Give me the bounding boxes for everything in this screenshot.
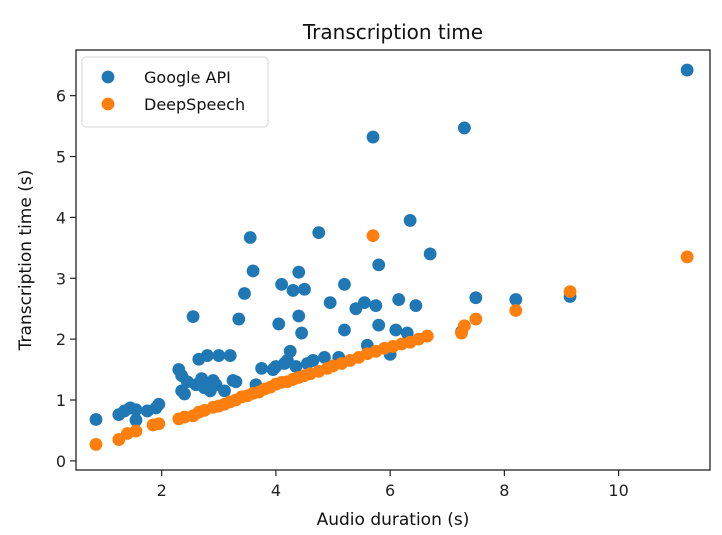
y-tick-label: 2 — [56, 330, 66, 349]
google-api-point — [306, 354, 320, 367]
google-api-point — [129, 413, 143, 427]
legend-box — [81, 56, 269, 128]
legend: Google API DeepSpeech — [81, 56, 269, 128]
deepspeech-point — [469, 312, 483, 326]
deepspeech-point — [129, 424, 143, 438]
google-api-point — [423, 247, 437, 261]
google-api-point — [372, 318, 386, 332]
google-api-point — [312, 226, 326, 240]
google-api-point — [275, 277, 289, 291]
google-api-point — [89, 413, 103, 426]
deepspeech-point — [563, 285, 577, 299]
google-api-point — [238, 287, 251, 300]
google-api-point — [469, 291, 483, 305]
x-tick-label: 8 — [499, 481, 509, 500]
legend-marker-deepspeech — [101, 97, 115, 111]
google-api-point — [358, 296, 371, 310]
x-axis-label: Audio duration (s) — [317, 510, 470, 530]
google-api-point — [243, 231, 257, 244]
google-api-point — [372, 258, 386, 272]
google-api-point — [292, 309, 306, 323]
deepspeech-point — [366, 229, 380, 243]
google-api-point — [178, 387, 191, 401]
google-api-point — [223, 349, 237, 362]
google-api-point — [229, 375, 243, 389]
google-api-point — [286, 284, 300, 297]
y-tick-label: 1 — [56, 391, 66, 410]
y-tick-label: 0 — [56, 452, 66, 471]
google-api-point — [186, 310, 200, 324]
deepspeech-point — [420, 329, 434, 343]
google-api-point — [403, 214, 417, 227]
series-deepspeech — [89, 229, 694, 451]
google-api-point — [318, 350, 331, 364]
legend-marker-google-api — [101, 70, 115, 84]
x-axis-ticks: 2 4 6 8 10 — [157, 470, 629, 500]
deepspeech-point — [457, 319, 471, 333]
google-api-point — [246, 264, 260, 278]
google-api-point — [232, 312, 246, 326]
google-api-point — [218, 384, 231, 398]
deepspeech-point — [89, 438, 103, 451]
chart-title: Transcription time — [302, 20, 483, 44]
x-tick-label: 2 — [157, 481, 167, 500]
plot-frame — [75, 49, 711, 471]
y-axis-ticks: 0 1 2 3 4 5 6 — [56, 87, 76, 471]
google-api-point — [292, 265, 306, 279]
google-api-point — [409, 299, 423, 313]
y-tick-label: 3 — [56, 269, 66, 288]
y-axis-label: Transcription time (s) — [16, 170, 36, 352]
google-api-point — [212, 349, 226, 362]
y-tick-label: 6 — [56, 87, 66, 106]
y-tick-label: 5 — [56, 148, 66, 167]
google-api-point — [338, 277, 351, 291]
google-api-point — [338, 323, 351, 337]
x-tick-label: 6 — [385, 481, 395, 500]
google-api-point — [509, 293, 523, 306]
google-api-point — [129, 403, 143, 417]
google-api-point — [392, 293, 406, 306]
deepspeech-point — [509, 304, 523, 317]
legend-label-deepspeech: DeepSpeech — [144, 95, 245, 114]
google-api-point — [457, 121, 471, 135]
google-api-point — [200, 349, 214, 362]
google-api-point — [283, 344, 297, 358]
google-api-point — [152, 397, 166, 411]
google-api-point — [295, 326, 309, 340]
google-api-point — [298, 282, 311, 296]
legend-label-google-api: Google API — [144, 68, 231, 87]
google-api-point — [389, 323, 403, 337]
google-api-point — [680, 63, 694, 77]
y-tick-label: 4 — [56, 208, 66, 227]
series-layer — [89, 63, 694, 451]
google-api-point — [369, 299, 383, 313]
google-api-point — [272, 317, 286, 331]
google-api-point — [323, 296, 337, 310]
google-api-point — [255, 361, 269, 375]
deepspeech-point — [152, 417, 166, 431]
x-tick-label: 10 — [608, 481, 628, 500]
deepspeech-point — [680, 250, 694, 264]
google-api-point — [289, 360, 303, 373]
google-api-point — [366, 130, 380, 144]
x-tick-label: 4 — [271, 481, 281, 500]
